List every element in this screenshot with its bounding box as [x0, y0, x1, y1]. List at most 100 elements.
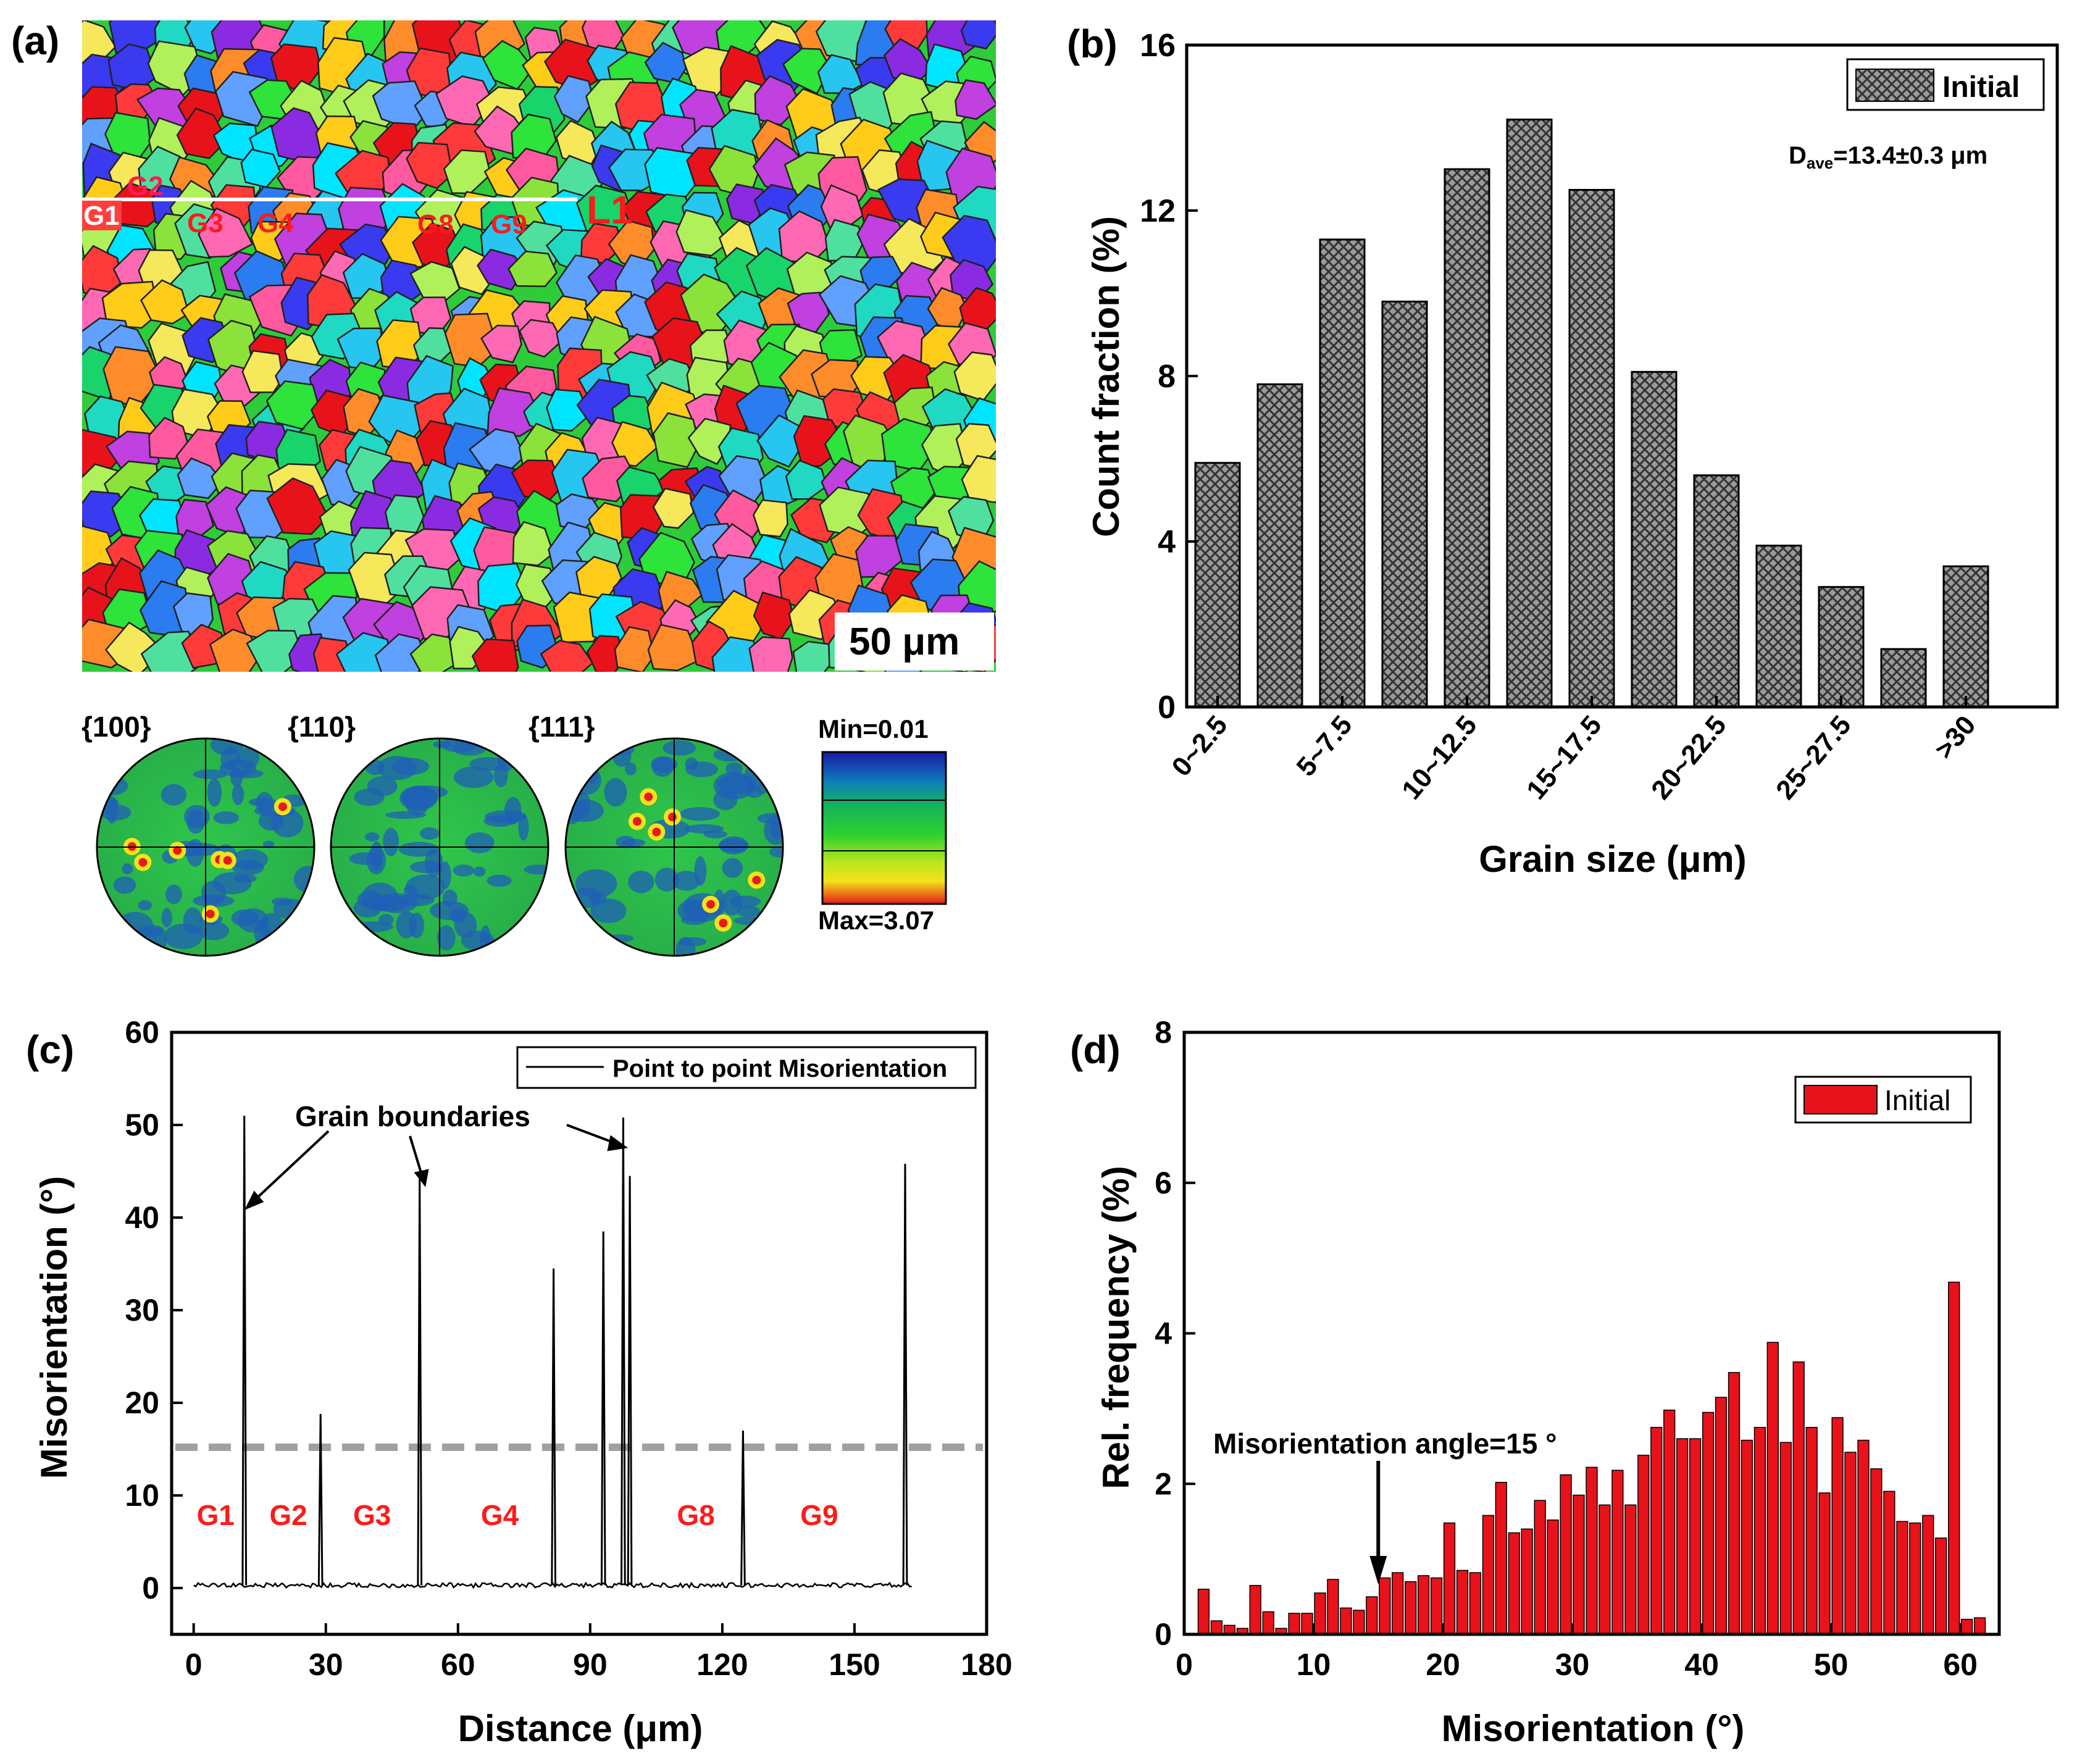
panel-b-legend-swatch [1855, 69, 1934, 102]
pole-figure-blob [681, 914, 707, 926]
region-label-G3: G3 [353, 1499, 391, 1531]
pole-figure [96, 737, 316, 957]
grain [748, 636, 793, 672]
grain [519, 319, 563, 358]
pole-figure-blob [722, 858, 743, 879]
bar-48.5 [1805, 1427, 1818, 1635]
y-tick-label-8: 8 [1158, 359, 1176, 395]
bar-25~27.5 [1818, 586, 1865, 708]
pole-figure-blob [625, 762, 637, 775]
bar-50.5 [1831, 1417, 1844, 1635]
pole-figure-peak-core [138, 858, 148, 867]
pole-figure-blob [262, 840, 275, 848]
panel-c-xlabel: Distance (μm) [458, 1708, 703, 1749]
pole-figure-rim [564, 737, 784, 957]
region-label-G8: G8 [677, 1499, 714, 1531]
pole-figure-blob [725, 762, 743, 775]
pole-figure-blob [212, 872, 252, 895]
pole-figure-blob [453, 864, 474, 877]
grain [512, 520, 554, 566]
ebsd-grain-map [82, 20, 996, 672]
y-tick-label-60: 60 [125, 1015, 159, 1050]
x-tick-label-50: 50 [1814, 1647, 1849, 1682]
bar-8.5 [1288, 1613, 1300, 1635]
pole-figure-blob [193, 894, 235, 908]
pole-figure-blob [733, 916, 764, 926]
bar-40.5 [1702, 1411, 1715, 1635]
pole-figure-blob [99, 804, 132, 821]
pole-figure-blob [685, 824, 724, 834]
bar-16.5 [1392, 1572, 1404, 1635]
pole-figure-blob [364, 832, 380, 842]
spike-8 [902, 1163, 908, 1586]
pole-figure-blob [138, 900, 152, 911]
bar-2.5 [1210, 1620, 1223, 1635]
bar-20~22.5 [1693, 474, 1740, 708]
pole-figure-blob [571, 887, 601, 908]
bar-47.5 [1792, 1361, 1805, 1635]
pole-figure-blob [469, 757, 508, 771]
panel-b-y-ticks: 0 4 8 12 16 [1140, 28, 1198, 725]
panel-c-region-labels: G1 G2 G3 G4 G8 G9 [197, 1499, 838, 1531]
y-tick-label-10: 10 [125, 1478, 159, 1513]
bar-43.5 [1741, 1439, 1753, 1635]
grain [241, 349, 284, 393]
bar-38.5 [1676, 1438, 1689, 1635]
bar-22.5 [1469, 1572, 1482, 1635]
pole-figure-blob [161, 784, 187, 806]
pole-figure-peak-core [668, 813, 677, 822]
pole-figure-blob [353, 898, 382, 918]
grain-label-g9: G9 [491, 209, 527, 240]
pole-figure-blob [424, 848, 443, 877]
scale-bar-box [835, 612, 994, 671]
bar-5.5 [1249, 1585, 1261, 1635]
grain [675, 209, 729, 257]
pole-figure-blob [271, 898, 294, 906]
pole-figure-blob [354, 788, 385, 806]
bar-21.5 [1456, 1570, 1469, 1635]
grain [266, 477, 330, 535]
x-tick-label-10~12.5: 10~12.5 [1396, 710, 1483, 805]
bar-5~7.5 [1319, 238, 1366, 708]
grain [265, 380, 321, 430]
bar-25.5 [1508, 1532, 1520, 1635]
panel-b-annotation-sub: ave [1807, 154, 1833, 172]
x-tick-label-40: 40 [1684, 1647, 1719, 1682]
grain [480, 324, 522, 364]
pole-figure-blob [616, 835, 635, 848]
grain-label-g1: G1 [83, 201, 120, 231]
bar-36.5 [1650, 1427, 1663, 1635]
region-label-G2: G2 [269, 1499, 307, 1531]
pole-figure-blob [232, 784, 244, 805]
pole-figure-blob [737, 906, 761, 918]
pole-figure-rim [96, 737, 316, 957]
pole-figure-blob [420, 827, 440, 840]
bar-56.5 [1909, 1522, 1921, 1635]
bar-31.5 [1586, 1466, 1598, 1635]
pole-figures [96, 737, 784, 957]
arrow-gb-1 [252, 1130, 330, 1203]
x-tick-label-0: 0 [185, 1647, 203, 1682]
grain [785, 459, 828, 500]
bar-23.5 [1482, 1515, 1495, 1635]
y-tick-label-0: 0 [1155, 1617, 1172, 1652]
grain [471, 638, 519, 672]
pole-figure-blob [232, 849, 269, 870]
pole-figure-peak-core [278, 802, 287, 811]
pole-figure-blob [518, 814, 529, 841]
bar-30.5 [1573, 1494, 1585, 1635]
pole-figure-blob [248, 798, 277, 806]
pole-figure-texture [566, 740, 783, 956]
panel-b-annotation: Dave=13.4±0.3 μm [1789, 142, 1987, 172]
spike-1 [317, 1413, 324, 1586]
panel-c-annotation-arrows [244, 1124, 629, 1210]
grain-label-g4: G4 [257, 208, 294, 238]
x-tick-label-0~2.5: 0~2.5 [1166, 710, 1234, 782]
bar-35.5 [1637, 1455, 1650, 1635]
pole-figure-blob [473, 866, 486, 877]
bar-6.5 [1262, 1611, 1274, 1635]
grain [546, 388, 590, 432]
y-tick-label-4: 4 [1155, 1316, 1172, 1351]
y-tick-label-12: 12 [1140, 193, 1176, 229]
grain [101, 280, 159, 329]
